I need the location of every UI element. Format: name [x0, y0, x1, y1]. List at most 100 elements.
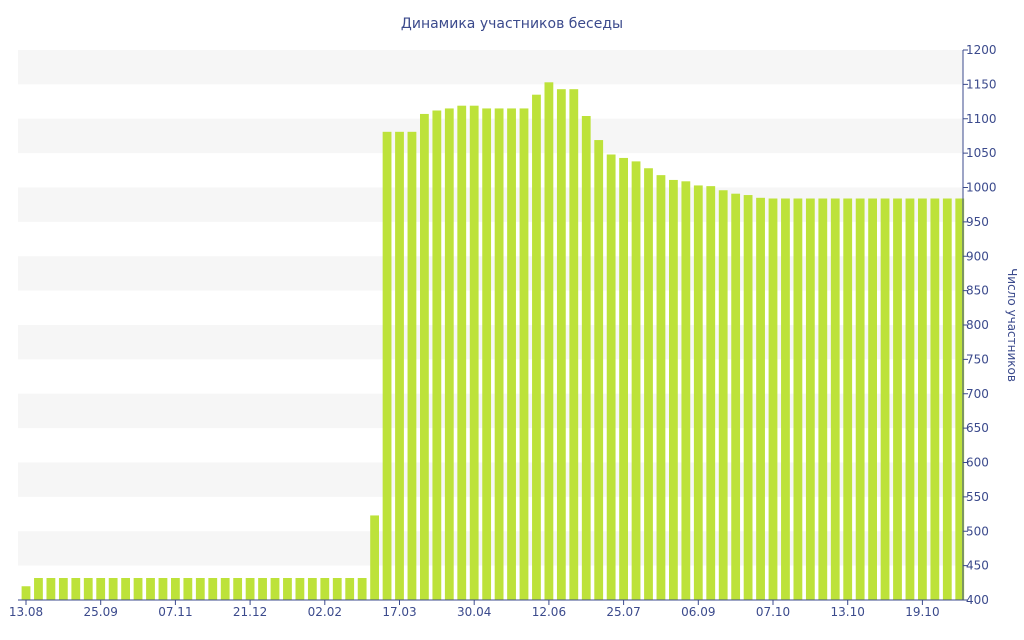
- bar[interactable]: [233, 578, 243, 600]
- bar[interactable]: [830, 198, 840, 601]
- y-tick-label: 450: [966, 559, 989, 573]
- bar[interactable]: [71, 578, 81, 600]
- bar[interactable]: [693, 185, 703, 600]
- bar[interactable]: [669, 179, 678, 600]
- bar[interactable]: [58, 578, 68, 600]
- bar[interactable]: [793, 198, 803, 601]
- bar[interactable]: [581, 116, 591, 600]
- bar[interactable]: [283, 578, 292, 600]
- bar[interactable]: [855, 198, 865, 601]
- bar[interactable]: [930, 198, 940, 601]
- bar[interactable]: [395, 131, 404, 600]
- y-tick-label: 850: [966, 284, 989, 298]
- bar[interactable]: [768, 198, 778, 601]
- bar[interactable]: [432, 110, 442, 601]
- bar[interactable]: [706, 186, 716, 600]
- bar[interactable]: [519, 108, 529, 600]
- y-tick-label: 950: [966, 215, 989, 229]
- bar[interactable]: [108, 578, 118, 600]
- grid-band: [18, 50, 963, 85]
- y-tick-label: 400: [966, 593, 989, 607]
- bar[interactable]: [905, 198, 915, 601]
- bar[interactable]: [171, 578, 180, 600]
- x-tick-label: 21.12: [233, 605, 267, 619]
- bar[interactable]: [332, 578, 342, 600]
- bar[interactable]: [893, 198, 902, 601]
- x-tick-label: 06.09: [681, 605, 715, 619]
- bar[interactable]: [96, 578, 106, 600]
- bar[interactable]: [619, 157, 628, 600]
- bar[interactable]: [121, 578, 130, 600]
- bar[interactable]: [631, 161, 641, 601]
- bar[interactable]: [83, 578, 93, 600]
- bar[interactable]: [507, 108, 516, 600]
- bar[interactable]: [133, 578, 143, 600]
- bar[interactable]: [158, 578, 168, 600]
- bar[interactable]: [880, 198, 890, 601]
- bar[interactable]: [444, 108, 454, 600]
- bar[interactable]: [482, 108, 492, 600]
- bar[interactable]: [556, 89, 566, 600]
- x-tick-label: 13.10: [831, 605, 865, 619]
- x-tick-label: 12.06: [532, 605, 566, 619]
- bar[interactable]: [955, 198, 965, 601]
- bar[interactable]: [34, 578, 43, 600]
- x-tick-label: 02.02: [308, 605, 342, 619]
- bar[interactable]: [594, 140, 604, 600]
- bar[interactable]: [818, 198, 828, 601]
- bar[interactable]: [731, 193, 741, 600]
- bar[interactable]: [718, 190, 728, 600]
- bar[interactable]: [942, 198, 952, 601]
- bar[interactable]: [46, 578, 56, 600]
- bar[interactable]: [532, 94, 541, 600]
- bars-group: [21, 82, 965, 601]
- bar[interactable]: [868, 198, 877, 601]
- x-axis-ticks: 13.08 25.09 07.11 21.12 02.02 17.03 30.04 12.06…: [9, 600, 940, 619]
- bar[interactable]: [494, 108, 504, 600]
- bar[interactable]: [245, 578, 255, 600]
- bar[interactable]: [781, 198, 790, 601]
- bar[interactable]: [544, 82, 554, 600]
- bar[interactable]: [681, 181, 691, 600]
- bar[interactable]: [220, 578, 230, 600]
- y-tick-label: 600: [966, 456, 989, 470]
- x-tick-label: 07.10: [756, 605, 790, 619]
- bar[interactable]: [606, 154, 616, 601]
- bar[interactable]: [146, 578, 155, 600]
- bar[interactable]: [420, 113, 429, 600]
- bar[interactable]: [469, 105, 479, 600]
- bar[interactable]: [843, 198, 853, 601]
- bar[interactable]: [195, 578, 205, 600]
- bar[interactable]: [270, 578, 280, 600]
- x-tick-label: 17.03: [382, 605, 416, 619]
- y-tick-label: 700: [966, 387, 989, 401]
- bar[interactable]: [457, 105, 467, 600]
- y-tick-label: 1150: [966, 77, 997, 91]
- bar[interactable]: [407, 131, 417, 600]
- bar[interactable]: [357, 578, 367, 600]
- bar[interactable]: [656, 175, 666, 601]
- bar[interactable]: [208, 578, 218, 600]
- bar[interactable]: [382, 131, 392, 600]
- bar[interactable]: [345, 578, 355, 600]
- x-tick-label: 30.04: [457, 605, 491, 619]
- bar[interactable]: [918, 198, 927, 601]
- x-tick-label: 07.11: [158, 605, 192, 619]
- bar[interactable]: [644, 168, 653, 600]
- bar[interactable]: [805, 198, 815, 601]
- bar[interactable]: [21, 586, 31, 600]
- y-tick-label: 750: [966, 352, 989, 366]
- y-tick-label: 1100: [966, 112, 997, 126]
- bar[interactable]: [743, 195, 753, 600]
- bar[interactable]: [183, 578, 193, 600]
- bar[interactable]: [307, 578, 317, 600]
- chart-title: Динамика участников беседы: [401, 16, 623, 32]
- bar[interactable]: [258, 578, 267, 600]
- bar[interactable]: [295, 578, 305, 600]
- bar[interactable]: [569, 89, 579, 600]
- bar[interactable]: [756, 197, 765, 600]
- bar[interactable]: [370, 515, 379, 600]
- bar[interactable]: [320, 578, 330, 600]
